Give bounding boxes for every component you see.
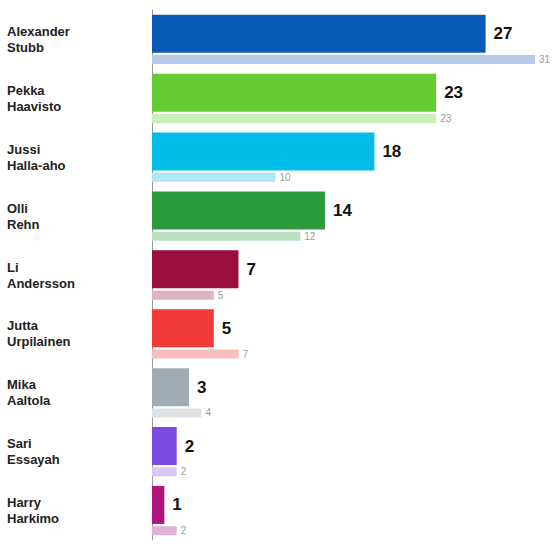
svg-text:2: 2 (185, 437, 194, 456)
svg-text:14: 14 (333, 201, 352, 220)
svg-text:Andersson: Andersson (7, 276, 75, 291)
svg-text:Harry: Harry (7, 495, 42, 510)
svg-text:Essayah: Essayah (7, 452, 60, 467)
svg-text:5: 5 (218, 290, 224, 301)
svg-text:5: 5 (222, 319, 231, 338)
svg-text:Rehn: Rehn (7, 217, 40, 232)
svg-text:27: 27 (494, 24, 513, 43)
svg-text:4: 4 (205, 407, 211, 418)
svg-text:Stubb: Stubb (7, 40, 44, 55)
svg-text:Pekka: Pekka (7, 83, 45, 98)
svg-text:Haavisto: Haavisto (7, 99, 61, 114)
svg-text:Halla-aho: Halla-aho (7, 158, 66, 173)
svg-text:Harkimo: Harkimo (7, 511, 59, 526)
svg-text:Olli: Olli (7, 201, 28, 216)
svg-text:2: 2 (181, 466, 187, 477)
svg-text:1: 1 (172, 495, 181, 514)
svg-text:Jussi: Jussi (7, 142, 40, 157)
svg-text:Li: Li (7, 260, 19, 275)
svg-text:7: 7 (242, 349, 248, 360)
svg-text:23: 23 (440, 113, 452, 124)
svg-text:23: 23 (444, 83, 463, 102)
svg-text:10: 10 (280, 172, 292, 183)
svg-text:Mika: Mika (7, 377, 37, 392)
svg-text:Urpilainen: Urpilainen (7, 334, 71, 349)
svg-text:12: 12 (304, 231, 316, 242)
svg-text:2: 2 (181, 525, 187, 536)
svg-text:Sari: Sari (7, 436, 32, 451)
svg-text:Aaltola: Aaltola (7, 393, 51, 408)
svg-text:18: 18 (382, 142, 401, 161)
svg-text:Alexander: Alexander (7, 24, 70, 39)
svg-text:7: 7 (246, 260, 255, 279)
svg-text:Jutta: Jutta (7, 318, 39, 333)
svg-text:31: 31 (539, 54, 551, 65)
svg-text:3: 3 (197, 378, 206, 397)
